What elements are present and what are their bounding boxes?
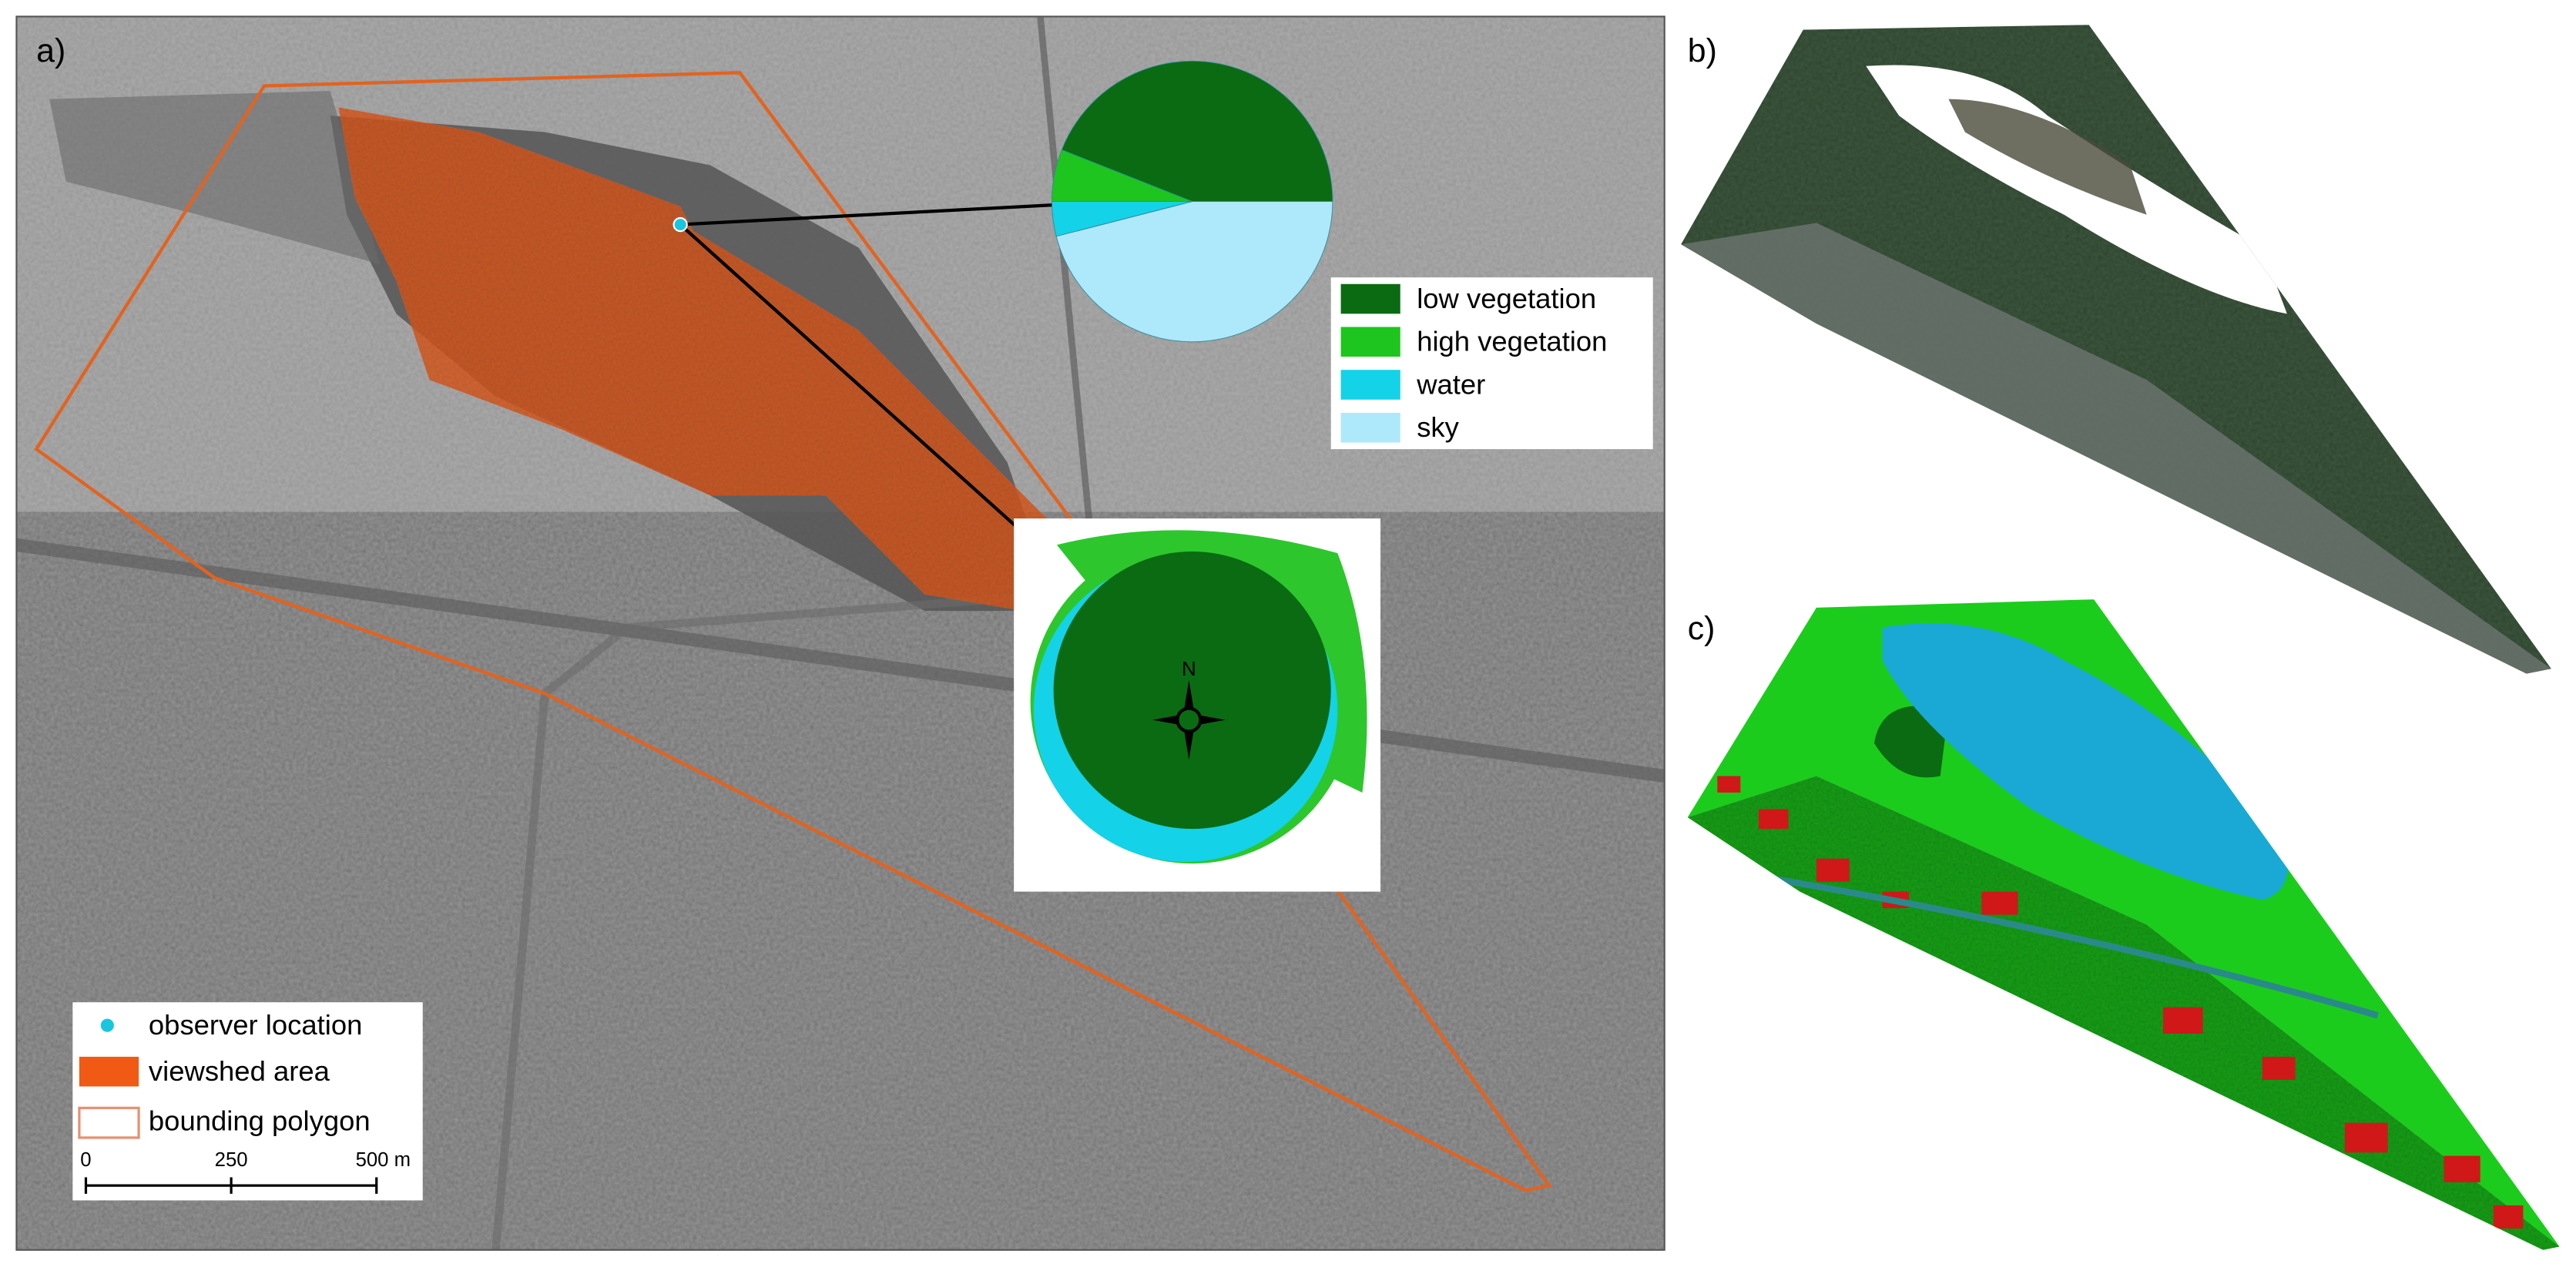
legend-label: viewshed area xyxy=(149,1055,330,1087)
bounding-polygon xyxy=(34,71,1552,1192)
legend-label: water xyxy=(1416,368,1485,400)
panel-label: c) xyxy=(1688,610,1716,647)
observer-location xyxy=(673,216,688,233)
building xyxy=(2493,1205,2524,1229)
legend-label: high vegetation xyxy=(1417,326,1607,357)
building xyxy=(1758,809,1789,830)
scale-label: 500 m xyxy=(356,1149,411,1171)
panel-b-map xyxy=(1681,25,2551,674)
panel-label: b) xyxy=(1688,32,1717,69)
map-legend xyxy=(72,1002,423,1201)
building xyxy=(2344,1122,2388,1153)
building xyxy=(2262,1056,2296,1080)
legend-viewshed-symbol xyxy=(79,1056,139,1087)
north-label: N xyxy=(1182,659,1196,680)
legend-observer-symbol xyxy=(100,1018,114,1032)
legend-swatch xyxy=(1340,327,1400,357)
scale-label: 0 xyxy=(80,1149,91,1171)
panel-a-frame xyxy=(15,15,1665,1251)
north-arrow-ring xyxy=(1176,706,1202,733)
legend-label: observer location xyxy=(149,1009,362,1041)
rail xyxy=(1037,16,1094,529)
building xyxy=(1816,858,1850,882)
legend-swatch xyxy=(1340,370,1400,400)
legend-label: sky xyxy=(1417,411,1459,443)
aerial-image xyxy=(1681,25,2551,674)
connector-line xyxy=(680,203,1058,226)
fisheye-low-vegetation xyxy=(1053,552,1331,830)
building xyxy=(1981,891,2018,915)
pie-chart xyxy=(1052,60,1333,343)
scale-label: 250 xyxy=(215,1149,248,1171)
legend-swatch xyxy=(1340,412,1400,443)
building xyxy=(2444,1155,2480,1182)
road xyxy=(1700,863,2379,1019)
building xyxy=(1717,776,1741,793)
lake-surface xyxy=(1948,99,2147,215)
urban-area xyxy=(1681,223,2551,674)
connector-line xyxy=(679,223,1075,579)
pie-slice xyxy=(1055,201,1333,343)
legend-label: bounding polygon xyxy=(149,1105,371,1136)
dark-area xyxy=(49,90,381,265)
road xyxy=(16,538,1665,783)
pie-slice xyxy=(1061,60,1333,202)
viewshed-area xyxy=(338,107,1057,612)
buildings xyxy=(1717,776,2524,1229)
building xyxy=(2163,1007,2203,1034)
legend-swatch xyxy=(1340,283,1400,314)
panel-c-map xyxy=(1687,599,2560,1250)
panel-label: a) xyxy=(36,32,65,69)
lake xyxy=(1882,623,2289,900)
pie-legend-items: low vegetation high vegetation water sky xyxy=(1340,283,1607,443)
road xyxy=(491,590,1058,1250)
legend-label: low vegetation xyxy=(1417,283,1596,314)
legend-bounding-symbol xyxy=(78,1106,140,1139)
